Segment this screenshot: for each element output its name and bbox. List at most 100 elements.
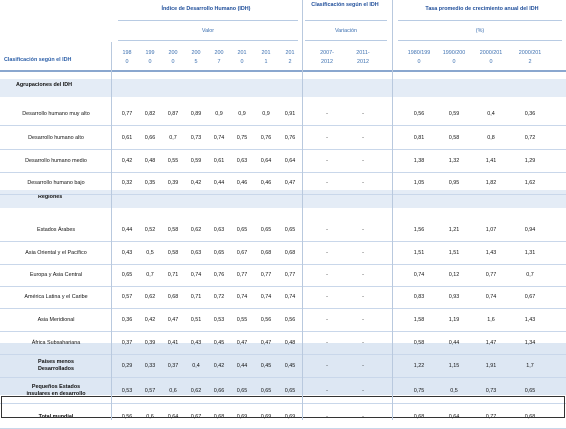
row-label-line: África Subsahariana [31,339,81,346]
table-cell: 0,75 [236,134,248,141]
row-label-line: Asia Oriental y el Pacífico [25,249,87,256]
row-label-line: Desarrollo humano medio [25,157,87,164]
table-cell: 0,76 [260,134,272,141]
table-cell: 1,62 [524,179,536,186]
table-cell: - [362,271,364,278]
column-header-top: 2000/201 [518,50,542,56]
table-cell: 0,65 [524,387,536,394]
table-cell: - [362,413,364,420]
table-cell: 0,71 [167,271,179,278]
table-cell: 0,77 [485,413,497,420]
table-cell: - [326,249,328,256]
table-cell: - [362,226,364,233]
table-cell: 0,74 [260,293,272,300]
table-cell: 0,29 [121,362,133,369]
table-cell: 0,64 [448,413,460,420]
row-label-line: Desarrollo humano muy alto [22,110,90,117]
table-cell: 0,74 [284,293,296,300]
table-cell: 0,9 [215,110,223,117]
row-divider [0,149,566,150]
table-cell: 0,7 [169,134,177,141]
table-cell: 0,64 [284,157,296,164]
table-cell: 0,55 [167,157,179,164]
table-cell: - [326,316,328,323]
table-cell: 0,81 [413,134,425,141]
column-header-top: 200 [191,50,201,56]
row-band [0,368,566,395]
table-cell: 1,05 [413,179,425,186]
row-divider [0,125,566,126]
table-cell: - [362,316,364,323]
table-cell: 0,36 [524,110,536,117]
table-cell: 0,46 [260,179,272,186]
table-cell: 0,73 [485,387,497,394]
table-cell: 0,58 [167,226,179,233]
table-cell: 0,61 [121,134,133,141]
table-cell: 0,74 [485,293,497,300]
table-cell: - [362,110,364,117]
table-cell: 0,4 [487,110,495,117]
row-label: Estados Árabes [2,227,110,234]
table-cell: 0,56 [260,316,272,323]
table-cell: 0,35 [144,179,156,186]
section-regiones: Regiones [38,194,63,200]
table-cell: 0,65 [284,387,296,394]
table-cell: - [326,179,328,186]
table-cell: 0,59 [448,110,460,117]
table-cell: 0,37 [167,362,179,369]
table-cell: 0,64 [260,157,272,164]
table-cell: 0,91 [284,110,296,117]
row-divider [0,308,566,309]
table-cell: 1,7 [526,362,534,369]
table-cell: 0,43 [121,249,133,256]
column-header-bottom: 2012 [357,59,369,65]
table-cell: 0,4 [192,362,200,369]
table-cell: 1,22 [413,362,425,369]
table-cell: 0,5 [146,249,154,256]
table-cell: 1,34 [524,339,536,346]
table-cell: 0,74 [213,134,225,141]
table-cell: 1,31 [524,249,536,256]
column-header-bottom: 0 [240,59,244,65]
table-cell: 1,21 [448,226,460,233]
column-header-top: 201 [261,50,271,56]
table-cell: 0,58 [167,249,179,256]
table-cell: 0,37 [121,339,133,346]
row-label: Total mundial [2,414,110,421]
table-cell: 0,63 [190,249,202,256]
column-header-top: 2007- [320,50,334,56]
percent-subheader: (%) [475,28,485,34]
column-header-top: 200 [214,50,224,56]
row-label: Desarrollo humano alto [2,135,110,142]
table-cell: 0,63 [236,157,248,164]
table-cell: 0,47 [284,179,296,186]
table-cell: 0,44 [236,362,248,369]
column-header-bottom: 5 [194,59,198,65]
table-cell: 0,89 [190,110,202,117]
table-cell: 1,58 [413,316,425,323]
table-cell: 0,33 [144,362,156,369]
row-label: Desarrollo humano bajo [2,180,110,187]
row-label: América Latina y el Caribe [2,294,110,301]
row-divider [0,241,566,242]
row-label-line: Desarrollo humano alto [28,134,84,141]
table-cell: 1,56 [413,226,425,233]
table-cell: 0,58 [448,134,460,141]
table-cell: - [326,271,328,278]
table-cell: 0,64 [167,413,179,420]
row-divider [0,403,566,404]
table-cell: 0,74 [236,293,248,300]
table-cell: 0,6 [146,413,154,420]
table-cell: 0,55 [236,316,248,323]
table-cell: 0,62 [190,226,202,233]
column-header-top: 201 [285,50,295,56]
table-cell: 0,68 [213,413,225,420]
row-label-header: Clasificación según el IDH [4,57,72,63]
row-label-line: Total mundial [38,413,74,420]
table-cell: - [362,134,364,141]
row-label-line: Europa y Asia Central [29,271,83,278]
row-label: Desarrollo humano medio [2,158,110,165]
table-cell: 1,43 [524,316,536,323]
table-cell: 0,47 [236,339,248,346]
row-label-line: América Latina y el Caribe [24,293,88,300]
